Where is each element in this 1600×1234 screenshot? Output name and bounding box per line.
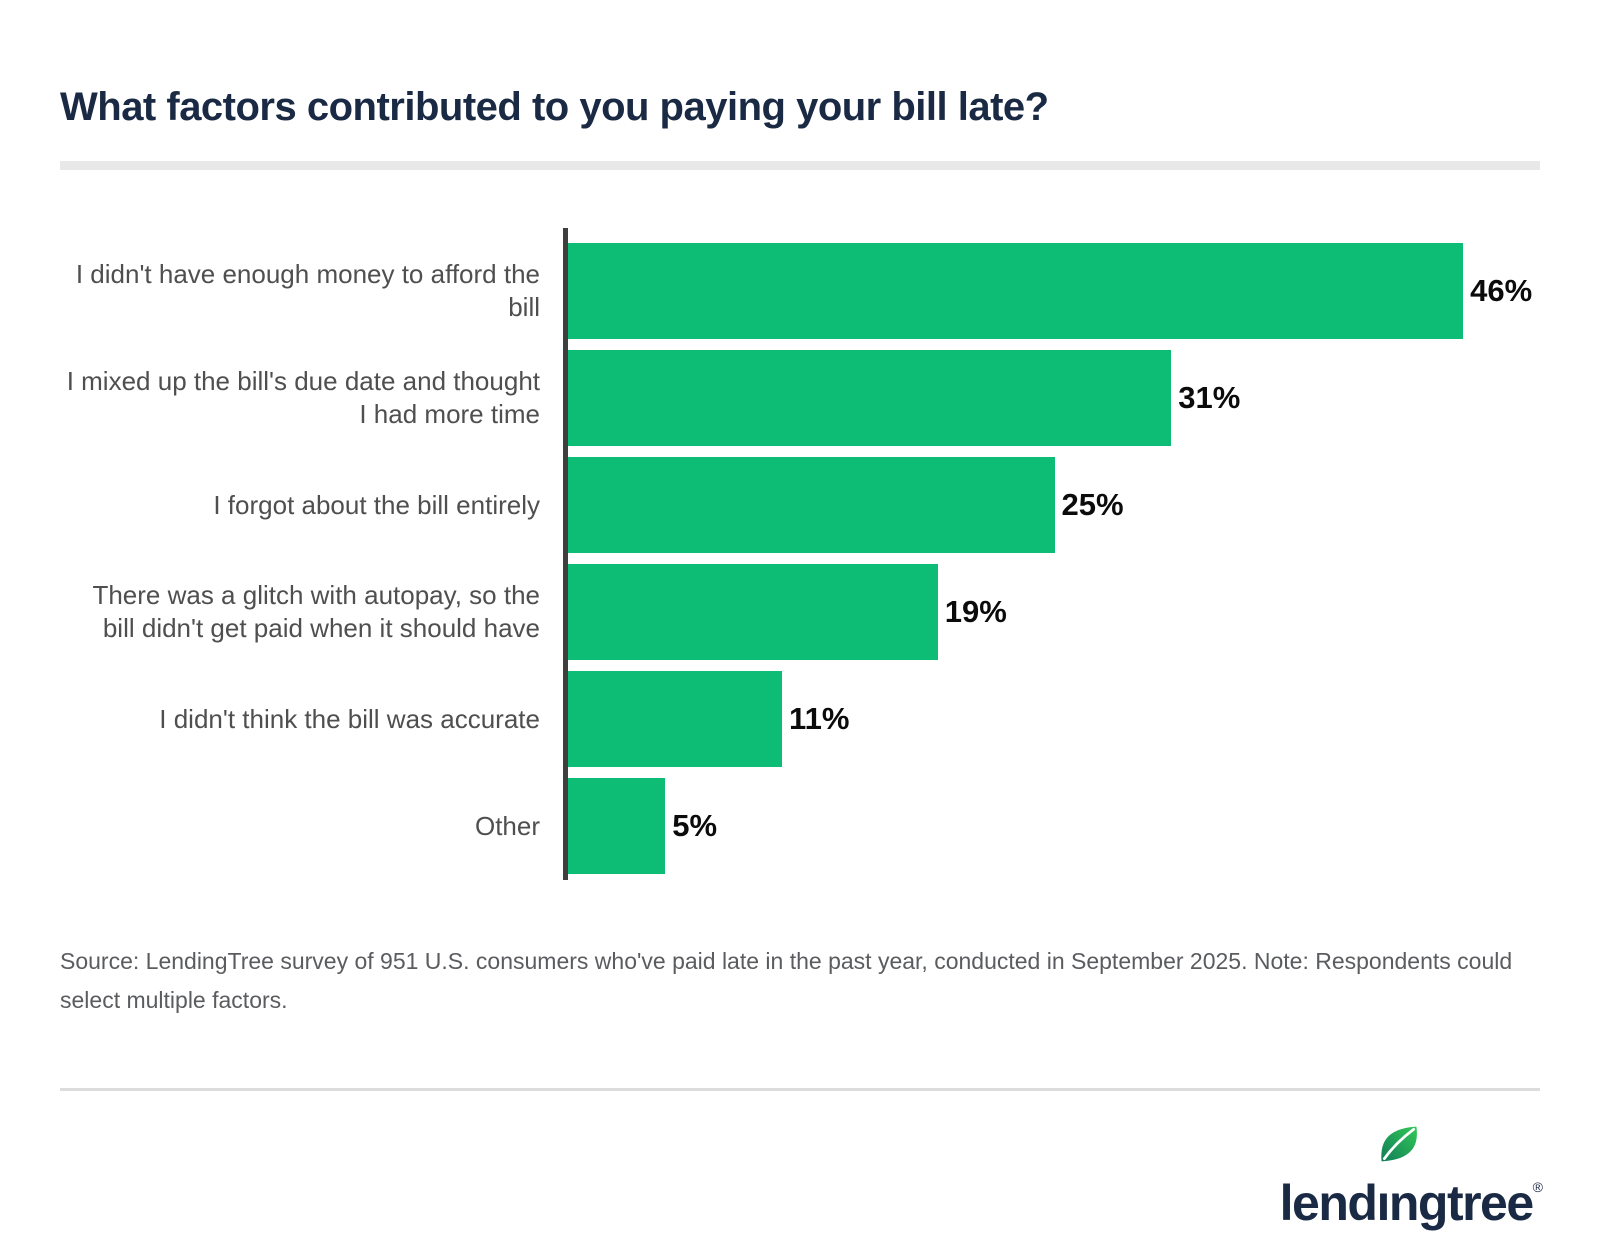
bar: [568, 350, 1172, 446]
value-label: 19%: [944, 594, 1007, 629]
category-label: I didn't have enough money to afford the…: [75, 259, 540, 322]
chart-row: I didn't think the bill was accurate 11%: [60, 671, 1541, 767]
chart-row: Other 5%: [60, 778, 1541, 874]
bar: [568, 243, 1464, 339]
logo-text-ngtree: ngtree: [1388, 1175, 1534, 1231]
title-divider: [60, 161, 1540, 170]
value-label: 11%: [789, 701, 850, 736]
chart-rows: I didn't have enough money to afford the…: [60, 243, 1541, 874]
bar-chart: I didn't have enough money to afford the…: [60, 228, 1541, 880]
leaf-icon: [1380, 1126, 1417, 1162]
bar-track: 19%: [563, 564, 1541, 660]
chart-row: I forgot about the bill entirely 25%: [60, 457, 1541, 553]
bar: [568, 671, 783, 767]
bar-track: 5%: [563, 778, 1541, 874]
footer: lendıngtree®: [0, 1122, 1543, 1232]
category-label: Other: [474, 810, 540, 841]
category-label: There was a glitch with autopay, so the …: [92, 580, 540, 643]
source-note: Source: LendingTree survey of 951 U.S. c…: [60, 948, 1513, 1013]
category-label: I didn't think the bill was accurate: [159, 703, 540, 734]
bar-track: 46%: [563, 243, 1541, 339]
category-label: I forgot about the bill entirely: [213, 489, 540, 520]
logo-wordmark: lendıngtree®: [1280, 1175, 1543, 1231]
registered-mark: ®: [1532, 1179, 1543, 1195]
value-label: 46%: [1470, 273, 1533, 308]
page-title: What factors contributed to you paying y…: [60, 85, 1049, 129]
value-label: 25%: [1061, 487, 1124, 522]
bar: [568, 778, 666, 874]
value-label: 31%: [1178, 380, 1241, 415]
value-label: 5%: [672, 808, 718, 843]
bar: [568, 564, 938, 660]
bar-track: 31%: [563, 350, 1541, 446]
bar-track: 11%: [563, 671, 1541, 767]
category-label: I mixed up the bill's due date and thoug…: [66, 366, 540, 429]
logo-text-lend: lend: [1279, 1175, 1378, 1231]
chart-row: There was a glitch with autopay, so the …: [60, 564, 1541, 660]
chart-row: I mixed up the bill's due date and thoug…: [60, 350, 1541, 446]
chart-row: I didn't have enough money to afford the…: [60, 243, 1541, 339]
y-axis-line: [563, 228, 568, 880]
bar-track: 25%: [563, 457, 1541, 553]
footer-divider: [60, 1088, 1540, 1091]
logo-dotless-i: ı: [1376, 1175, 1390, 1231]
lendingtree-logo: lendıngtree®: [1280, 1122, 1543, 1232]
bar: [568, 457, 1055, 553]
